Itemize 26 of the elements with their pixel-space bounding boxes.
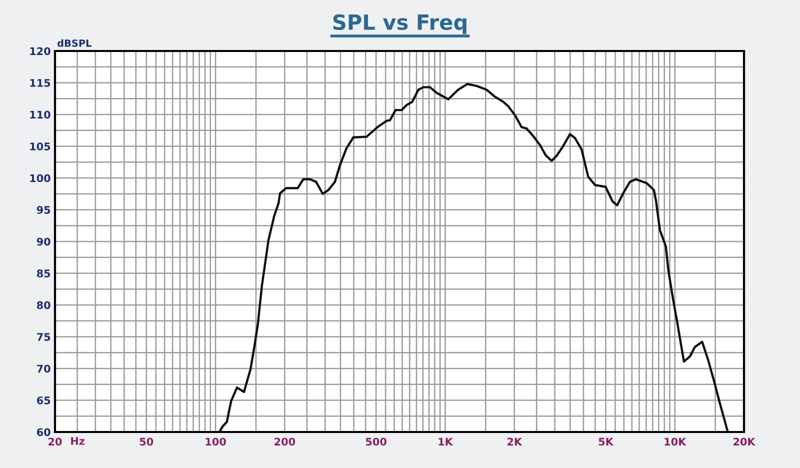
y-tick-label: 90 xyxy=(36,238,50,246)
y-tick-label: 75 xyxy=(37,333,50,341)
y-tick-label: 60 xyxy=(36,428,50,436)
y-tick-label: 95 xyxy=(36,206,50,214)
y-tick-label: 100 xyxy=(30,174,50,182)
x-tick-label: 50 xyxy=(140,438,154,446)
y-tick-label: 105 xyxy=(30,142,50,150)
x-tick-label: 5K xyxy=(598,438,614,446)
chart-title: SPL vs Freq xyxy=(333,14,466,34)
x-tick-label: 200 xyxy=(274,438,296,446)
y-axis-title: dBSPL xyxy=(58,39,92,47)
x-tick-label: 20 xyxy=(48,438,62,446)
y-tick-label: 110 xyxy=(30,110,50,119)
y-tick-label: 85 xyxy=(36,269,50,278)
x-tick-label: 2K xyxy=(507,438,522,446)
x-tick-label: 100 xyxy=(206,438,226,446)
x-tick-label: 10K xyxy=(664,438,686,446)
x-tick-label: 20K xyxy=(734,438,756,446)
x-tick-label: 500 xyxy=(366,438,386,446)
y-tick-label: 65 xyxy=(36,396,50,404)
x-tick-label: 1K xyxy=(438,438,454,446)
y-tick-label: 70 xyxy=(37,364,50,373)
x-axis-title: Hz xyxy=(71,437,84,445)
y-tick-label: 80 xyxy=(36,301,50,310)
y-tick-label: 120 xyxy=(30,47,50,56)
y-tick-label: 115 xyxy=(30,79,50,87)
